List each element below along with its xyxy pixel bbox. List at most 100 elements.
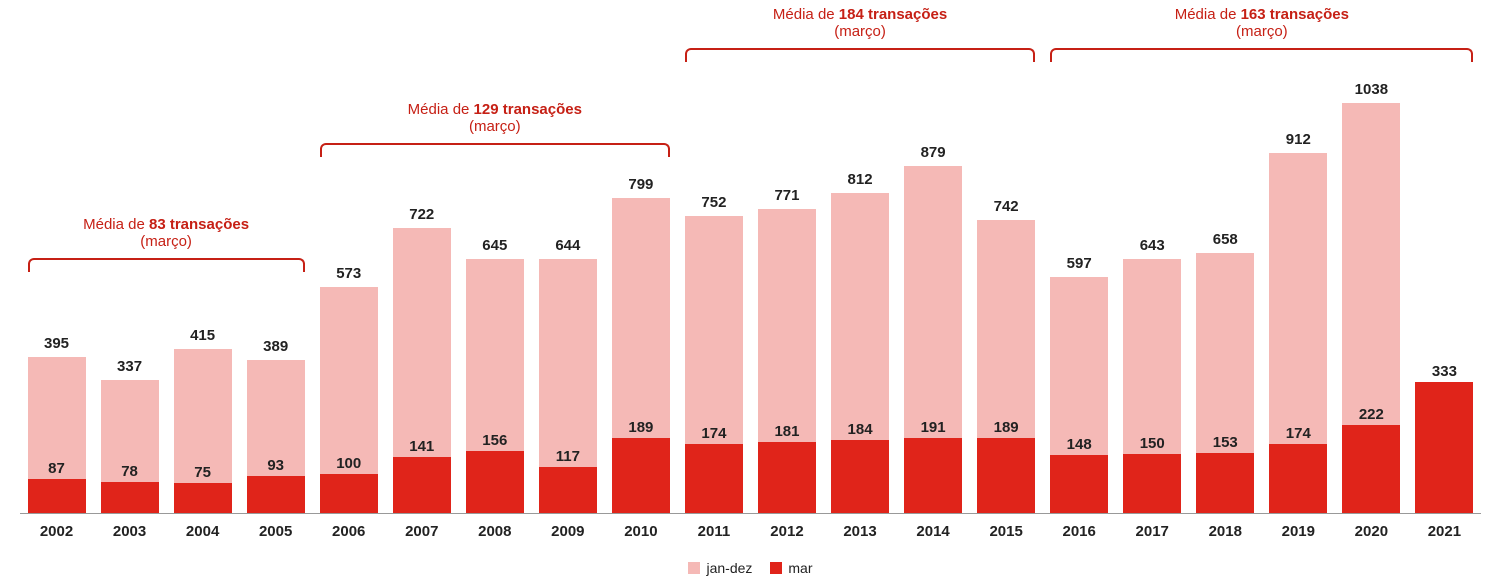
bar-slot: 395 87: [20, 80, 93, 513]
bar-stack: 879191: [904, 166, 962, 513]
bar-mar-label: 117: [539, 448, 597, 465]
bar-stack: 643150: [1123, 259, 1181, 513]
bar-slot: 771 181: [750, 80, 823, 513]
annotation-bracket: [685, 48, 1035, 62]
bar-segment-mar: [1196, 453, 1254, 513]
bar-segment-mar: [101, 482, 159, 513]
bar-slot: 912174: [1262, 80, 1335, 513]
bar-segment-jan-dez: [1050, 277, 1108, 454]
x-axis-year: 2002: [20, 523, 93, 540]
annotation-line1: Média de 184 transações: [773, 6, 947, 23]
bar-mar-label: 222: [1342, 406, 1400, 423]
legend-item-mar: mar: [770, 560, 812, 576]
bar-slot: 742189: [970, 80, 1043, 513]
x-axis-year: 2014: [897, 523, 970, 540]
bar-segment-jan-dez: [539, 259, 597, 467]
bar-total-label: 395: [28, 335, 86, 352]
annotation-prefix: Média de: [1175, 6, 1241, 23]
bar-segment-jan-dez: [977, 220, 1035, 438]
bar-stack: 573100: [320, 287, 378, 513]
bar-mar-label: 181: [758, 423, 816, 440]
bar-total-label: 752: [685, 194, 743, 211]
x-axis-year: 2019: [1262, 523, 1335, 540]
bar-segment-mar: [174, 483, 232, 513]
x-axis-year: 2011: [677, 523, 750, 540]
bar-slot: 879191: [897, 80, 970, 513]
bar-mar-label: 75: [174, 464, 232, 481]
bar-stack: 742189: [977, 220, 1035, 513]
bar-total-label: 337: [101, 358, 159, 375]
x-axis-year: 2005: [239, 523, 312, 540]
annotation-line2: (março): [773, 23, 947, 40]
bar-slot: 337 78: [93, 80, 166, 513]
legend-item-jan-dez: jan-dez: [688, 560, 752, 576]
annotation-bold: 184 transações: [839, 6, 947, 23]
bar-mar-label: 191: [904, 419, 962, 436]
bar-segment-jan-dez: [466, 259, 524, 452]
annotation-bracket: [1050, 48, 1473, 62]
bars-container: 3958733778415753899357310072214164515664…: [20, 80, 1481, 513]
bar-segment-jan-dez: [904, 166, 962, 437]
bar-stack: 33778: [101, 380, 159, 513]
bar-segment-mar: [1342, 425, 1400, 513]
bar-segment-mar: [1123, 454, 1181, 513]
x-axis-year: 2017: [1116, 523, 1189, 540]
bar-segment-mar: [320, 474, 378, 513]
x-axis-year: 2015: [970, 523, 1043, 540]
bar-segment-jan-dez: [1269, 153, 1327, 444]
bar-slot: 573100: [312, 80, 385, 513]
bar-total-label: 645: [466, 237, 524, 254]
bar-segment-mar: [466, 451, 524, 513]
bar-stack: 1038222: [1342, 103, 1400, 513]
bar-mar-label: 87: [28, 460, 86, 477]
bar-stack: 658153: [1196, 253, 1254, 513]
bar-mar-label: 78: [101, 463, 159, 480]
bar-slot: 643150: [1116, 80, 1189, 513]
x-axis-year: 2020: [1335, 523, 1408, 540]
annotation-line2: (março): [1175, 23, 1349, 40]
bar-segment-jan-dez: [758, 209, 816, 442]
bar-total-label: 799: [612, 176, 670, 193]
bar-segment-mar: [393, 457, 451, 513]
bar-slot: 752 174: [677, 80, 750, 513]
plot-area: 3958733778415753899357310072214164515664…: [20, 80, 1481, 514]
bar-slot: 658153: [1189, 80, 1262, 513]
bar-segment-jan-dez: [1342, 103, 1400, 425]
bar-mar-label: 93: [247, 457, 305, 474]
bar-mar-label: 150: [1123, 435, 1181, 452]
transactions-chart: Média de 83 transações(março)Média de 12…: [0, 0, 1501, 584]
bar-slot: 722141: [385, 80, 458, 513]
bar-total-label: 742: [977, 198, 1035, 215]
bar-stack: 645156: [466, 259, 524, 513]
legend: jan-dez mar: [0, 560, 1501, 576]
bar-total-label: 771: [758, 187, 816, 204]
bar-mar-label: 174: [685, 425, 743, 442]
bar-segment-jan-dez: [1196, 253, 1254, 452]
bar-total-label: 597: [1050, 255, 1108, 272]
bar-segment-mar: [539, 467, 597, 513]
bar-stack: 912174: [1269, 153, 1327, 513]
bar-slot: 597148: [1043, 80, 1116, 513]
bar-stack: 771181: [758, 209, 816, 513]
bar-segment-mar: [758, 442, 816, 513]
annotation-text: Média de 184 transações(março): [773, 6, 947, 40]
bar-segment-mar: [247, 476, 305, 513]
bar-mar-label: 189: [612, 419, 670, 436]
x-axis-year: 2009: [531, 523, 604, 540]
bar-segment-mar: [28, 479, 86, 513]
x-axis-year: 2012: [750, 523, 823, 540]
bar-mar-label: 100: [320, 455, 378, 472]
x-axis-year: 2003: [93, 523, 166, 540]
bar-mar-label: 156: [466, 432, 524, 449]
bar-segment-jan-dez: [1123, 259, 1181, 454]
bar-slot: 644117: [531, 80, 604, 513]
bar-stack: 752174: [685, 216, 743, 513]
bar-segment-jan-dez: [174, 349, 232, 483]
bar-segment-jan-dez: [612, 198, 670, 439]
bar-segment-mar: [1415, 382, 1473, 513]
bar-slot: 812184: [824, 80, 897, 513]
legend-swatch-mar: [770, 562, 782, 574]
legend-label-mar: mar: [788, 560, 812, 576]
bar-total-label: 389: [247, 338, 305, 355]
annotation-text: Média de 163 transações(março): [1175, 6, 1349, 40]
